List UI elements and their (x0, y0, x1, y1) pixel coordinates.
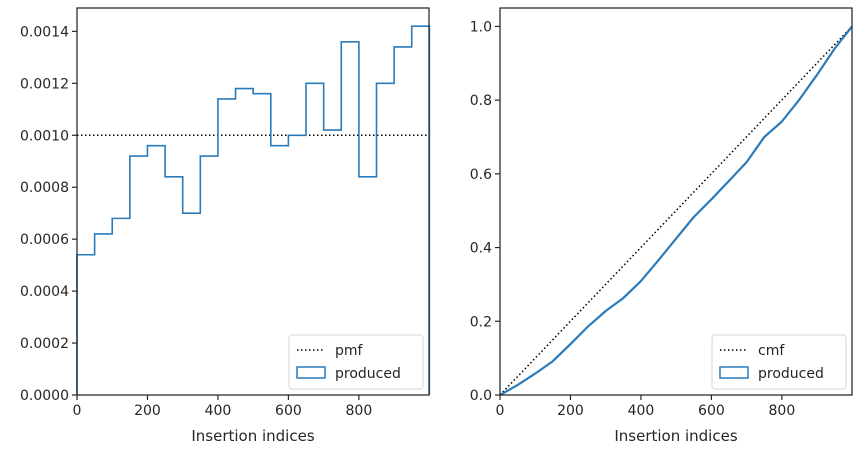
cmf-y-tick-label: 0.6 (470, 167, 492, 183)
cmf-line-panel: 0 200 400 600 800 0.0 0.2 0.4 0.6 0.8 1.0 Inserti… (470, 7, 853, 445)
cmf-y-tick-label: 0.4 (470, 241, 492, 257)
pmf-x-tick-label: 0 (73, 403, 82, 419)
cmf-produced-line (499, 25, 853, 396)
cmf-plot-area (499, 25, 853, 396)
cmf-x-tick-label: 400 (628, 403, 655, 419)
cmf-legend-produced-label: produced (758, 366, 824, 382)
pmf-legend-produced-swatch (296, 366, 326, 379)
cmf-x-tick-label: 200 (557, 403, 584, 419)
cmf-legend: cmf produced (711, 334, 847, 390)
pmf-x-tick-label: 200 (134, 403, 161, 419)
cmf-y-tick-label: 0.2 (470, 314, 492, 330)
pmf-produced-histogram (76, 25, 431, 395)
cmf-x-axis-label: Insertion indices (614, 427, 737, 445)
pmf-y-axis: 0.0000 0.0002 0.0004 0.0006 0.0008 0.0010 0.00… (20, 24, 77, 404)
pmf-y-tick-label: 0.0010 (20, 128, 69, 144)
cmf-legend-produced-swatch (719, 366, 749, 379)
cmf-reference-line (499, 25, 853, 396)
pmf-y-tick-label: 0.0014 (20, 24, 69, 40)
pmf-histogram-panel: 0 200 400 600 800 0.00000.00020.00040.00060.… (20, 7, 431, 445)
pmf-legend: pmf produced (288, 334, 424, 390)
pmf-y-tick-label: 0.0002 (20, 336, 69, 352)
cmf-x-tick-label: 800 (769, 403, 796, 419)
cmf-y-tick-label: 0.8 (470, 93, 492, 109)
pmf-y-tick-label: 0.0006 (20, 232, 69, 248)
cmf-legend-box (711, 334, 847, 390)
pmf-y-tick-label: 0.0004 (20, 284, 69, 300)
pmf-legend-produced-label: produced (335, 366, 401, 382)
pmf-y-tick-label: 0.0008 (20, 180, 69, 196)
pmf-y-tick-label: 0.0012 (20, 76, 69, 92)
pmf-y-tick-label: 0.0000 (20, 388, 69, 404)
cmf-x-axis: 0 200 400 600 800 (496, 395, 796, 419)
pmf-x-axis: 0 200 400 600 800 (73, 395, 373, 419)
pmf-x-tick-label: 600 (275, 403, 302, 419)
pmf-plot-area (76, 25, 431, 395)
pmf-x-tick-label: 400 (205, 403, 232, 419)
cmf-plot-frame (499, 7, 853, 396)
cmf-y-tick-label: 0.0 (470, 388, 492, 404)
cmf-x-tick-label: 600 (698, 403, 725, 419)
pmf-legend-reference-label: pmf (335, 343, 364, 359)
cmf-legend-reference-label: cmf (758, 343, 785, 359)
cmf-y-tick-label: 1.0 (470, 19, 492, 35)
pmf-legend-box (288, 334, 424, 390)
cmf-x-tick-label: 0 (496, 403, 505, 419)
pmf-x-axis-label: Insertion indices (191, 427, 314, 445)
pmf-plot-frame (76, 7, 430, 396)
pmf-x-tick-label: 800 (346, 403, 373, 419)
cmf-y-axis: 0.0 0.2 0.4 0.6 0.8 1.0 (470, 19, 500, 404)
